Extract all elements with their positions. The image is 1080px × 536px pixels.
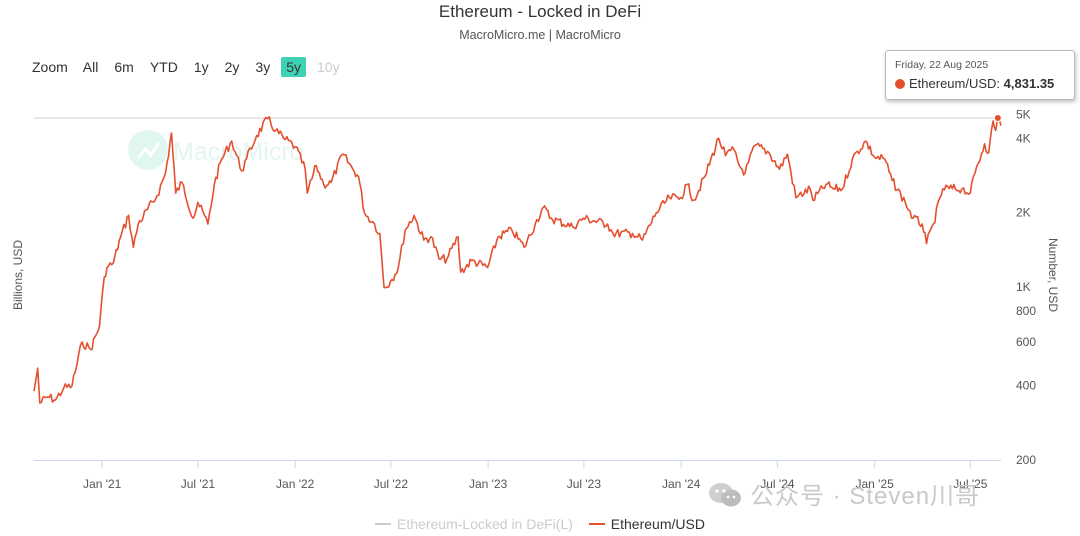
wechat-icon — [708, 482, 742, 515]
tooltip-value: 4,831.35 — [1003, 76, 1055, 91]
tooltip-series-dot — [895, 79, 905, 89]
legend-swatch-defi-locked — [375, 523, 392, 525]
range-button-ytd[interactable]: YTD — [149, 59, 178, 75]
x-tick-label: Jul '23 — [567, 477, 602, 491]
y-tick-label: 600 — [1016, 335, 1036, 349]
watermark-logo: MacroMicro — [128, 130, 304, 170]
range-button-6m[interactable]: 6m — [114, 59, 134, 75]
chart-title: Ethereum - Locked in DeFi — [438, 2, 642, 21]
range-button-3y[interactable]: 3y — [255, 59, 271, 75]
x-tick-label: Jul '21 — [181, 477, 216, 491]
range-button-all[interactable]: All — [82, 59, 99, 75]
range-selector: Zoom All 6m YTD 1y 2y 3y 5y 10y — [28, 57, 351, 77]
tooltip: Friday, 22 Aug 2025 Ethereum/USD: 4,831.… — [885, 50, 1075, 100]
x-tick-label: Jan '21 — [83, 477, 122, 491]
x-tick-label: Jan '23 — [469, 477, 508, 491]
y-tick-label: 200 — [1016, 453, 1036, 467]
legend-item-eth-usd[interactable]: Ethereum/USD — [588, 516, 705, 532]
x-tick-label: Jul '25 — [953, 477, 988, 491]
legend-label-defi-locked: Ethereum-Locked in DeFi(L) — [397, 516, 573, 532]
tooltip-date: Friday, 22 Aug 2025 — [895, 59, 989, 71]
watermark-text: 公众号 · Steven川哥 — [750, 483, 981, 510]
legend-swatch-eth-usd — [588, 523, 605, 525]
y-tick-label: 1K — [1016, 280, 1031, 294]
legend-label-eth-usd: Ethereum/USD — [610, 516, 705, 532]
range-button-10y: 10y — [317, 59, 340, 75]
range-button-1y[interactable]: 1y — [193, 59, 209, 75]
x-tick-label: Jan '25 — [855, 477, 894, 491]
x-tick-label: Jan '22 — [276, 477, 315, 491]
range-button-5y[interactable]: 5y — [281, 57, 306, 77]
legend: Ethereum-Locked in DeFi(L) Ethereum/USD — [0, 512, 1080, 532]
y-tick-label: 800 — [1016, 304, 1036, 318]
x-tick-label: Jul '24 — [760, 477, 795, 491]
watermark: 公众号 · Steven川哥 — [708, 476, 980, 515]
y-tick-label: 400 — [1016, 379, 1036, 393]
legend-item-defi-locked[interactable]: Ethereum-Locked in DeFi(L) — [375, 516, 573, 532]
range-button-2y[interactable]: 2y — [224, 59, 240, 75]
y-tick-label: 5K — [1016, 107, 1031, 121]
x-tick-label: Jul '22 — [374, 477, 409, 491]
zoom-label: Zoom — [32, 59, 68, 75]
tooltip-series-name: Ethereum/USD: — [909, 76, 1001, 91]
x-tick-label: Jan '24 — [662, 477, 701, 491]
chart-subtitle: MacroMicro.me | MacroMicro — [459, 28, 621, 42]
y-tick-label: 4K — [1016, 131, 1031, 145]
y-tick-label: 2K — [1016, 206, 1031, 220]
tooltip-row: Ethereum/USD: 4,831.35 — [895, 76, 1054, 91]
hover-point — [993, 114, 1002, 122]
series-line-eth-usd[interactable] — [33, 116, 1002, 404]
